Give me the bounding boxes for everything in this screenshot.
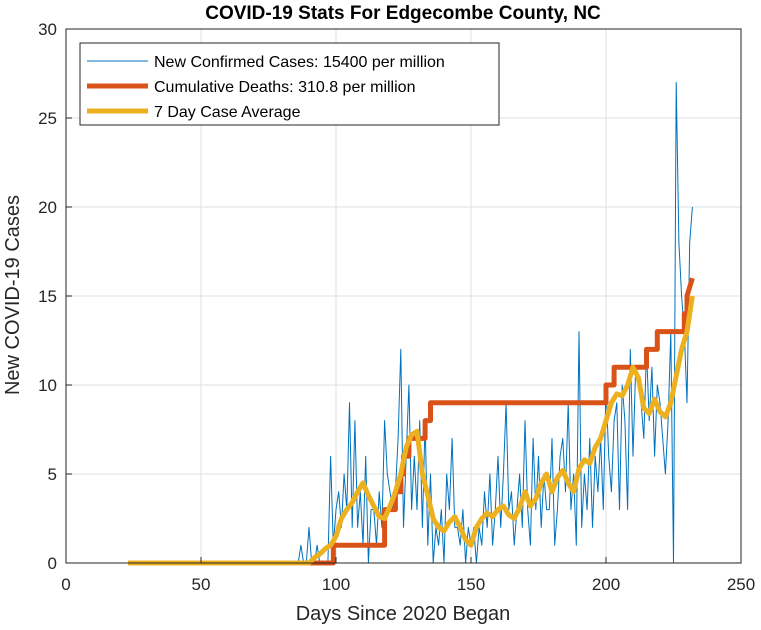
y-tick-label: 20 <box>38 198 57 217</box>
x-tick-label: 100 <box>322 575 350 594</box>
cumulative-deaths-line <box>128 277 695 566</box>
y-tick-label: 15 <box>38 287 57 306</box>
legend-label-average: 7 Day Case Average <box>154 104 301 121</box>
legend: New Confirmed Cases: 15400 per million C… <box>79 42 500 126</box>
y-tick-label: 0 <box>48 554 57 573</box>
y-axis-label: New COVID-19 Cases <box>2 195 24 395</box>
legend-label-new-cases: New Confirmed Cases: 15400 per million <box>154 54 445 71</box>
seven-day-average-line <box>128 295 695 566</box>
y-tick-label: 30 <box>38 20 57 39</box>
y-tick-label: 10 <box>38 376 57 395</box>
y-tick-label: 25 <box>38 109 57 128</box>
legend-box <box>79 42 500 126</box>
chart-title: COVID-19 Stats For Edgecombe County, NC <box>205 3 601 24</box>
x-tick-label: 150 <box>457 575 485 594</box>
x-tick-label: 250 <box>727 575 755 594</box>
legend-label-deaths: Cumulative Deaths: 310.8 per million <box>154 79 415 96</box>
x-tick-label: 0 <box>61 575 70 594</box>
x-axis-label: Days Since 2020 Began <box>296 603 511 625</box>
x-tick-label: 200 <box>592 575 620 594</box>
y-tick-label: 5 <box>48 465 57 484</box>
plot-area <box>128 81 695 566</box>
x-tick-label: 50 <box>192 575 211 594</box>
new-cases-line <box>128 81 693 564</box>
ticks: 0 50 100 150 200 250 0 5 10 15 20 25 30 <box>38 20 755 594</box>
